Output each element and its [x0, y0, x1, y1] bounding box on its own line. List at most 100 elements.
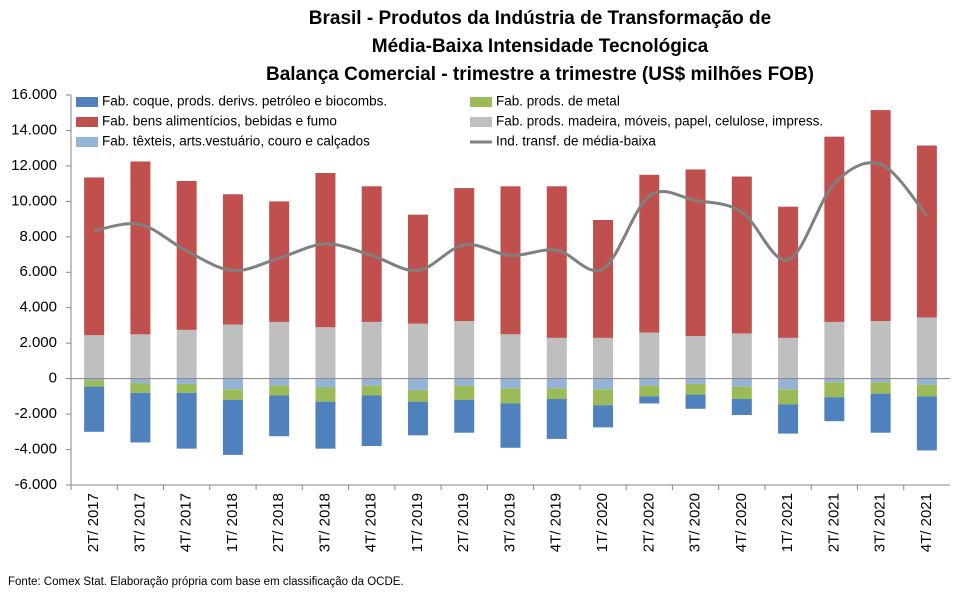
source-note: Fonte: Comex Stat. Elaboração própria co…	[8, 576, 404, 588]
y-tick-label: 14.000	[11, 121, 57, 138]
bar-segment	[176, 180, 197, 330]
legend-swatch	[76, 137, 98, 147]
bar-segment	[916, 145, 937, 318]
x-tick-label: 2T/ 2017	[85, 493, 102, 552]
bar-segment	[361, 385, 382, 396]
y-tick-label: -6.000	[14, 476, 57, 493]
legend-swatch	[470, 117, 492, 127]
bar-segment	[269, 385, 290, 396]
x-tick-label: 1T/ 2019	[409, 493, 426, 552]
bar-segment	[361, 321, 382, 379]
bar-segment	[731, 386, 752, 400]
x-tick-label: 2T/ 2020	[640, 493, 657, 552]
bar-segment	[454, 385, 475, 400]
legend-swatch	[470, 97, 492, 107]
bar-segment	[639, 174, 660, 333]
bar-segment	[130, 392, 151, 443]
bar-segment	[824, 136, 845, 322]
bar-segment	[639, 385, 660, 397]
bar-segment	[870, 110, 891, 322]
y-tick-label: -4.000	[14, 441, 57, 458]
bar-segment	[315, 401, 336, 449]
bar-segment	[593, 337, 614, 379]
bar-segment	[315, 173, 336, 328]
bar-segment	[824, 397, 845, 422]
bar-segment	[130, 161, 151, 335]
y-tick-label: 4.000	[19, 299, 57, 316]
bar-segment	[546, 186, 567, 338]
bar-segment	[824, 321, 845, 379]
bar-segment	[685, 169, 706, 337]
bar-segment	[407, 378, 428, 391]
bar-segment	[222, 399, 243, 455]
bar-segment	[84, 380, 105, 387]
x-tick-label: 1T/ 2021	[779, 493, 796, 552]
x-tick-label: 4T/ 2019	[548, 493, 565, 552]
bar-segment	[500, 388, 521, 404]
bar-segment	[176, 383, 197, 393]
bar-segment	[778, 378, 799, 390]
y-tick-label: 8.000	[19, 228, 57, 245]
bar-segment	[639, 332, 660, 379]
bar-segment	[315, 387, 336, 402]
bar-segment	[870, 382, 891, 394]
x-tick-label: 4T/ 2018	[363, 493, 380, 552]
bar-segment	[731, 399, 752, 415]
x-tick-label: 2T/ 2021	[825, 493, 842, 552]
y-tick-label: 0	[49, 370, 57, 387]
bar-segment	[685, 378, 706, 384]
bar-segment	[546, 399, 567, 439]
bar-segment	[176, 378, 197, 384]
bar-segment	[685, 383, 706, 395]
bar-segment	[870, 393, 891, 433]
bar-segment	[916, 317, 937, 379]
bar-segment	[824, 378, 845, 383]
y-tick-label: 6.000	[19, 263, 57, 280]
x-tick-label: 2T/ 2019	[455, 493, 472, 552]
bar-segment	[361, 378, 382, 386]
legend-swatch	[76, 97, 98, 107]
x-tick-label: 3T/ 2017	[131, 493, 148, 552]
bar-segment	[593, 219, 614, 338]
bar-segment	[176, 329, 197, 379]
bar-segment	[546, 388, 567, 400]
bar-segment	[593, 378, 614, 390]
bar-segment	[731, 176, 752, 334]
line-series	[93, 161, 929, 273]
legend-label: Ind. transf. de média-baixa	[496, 134, 656, 149]
bar-segment	[130, 378, 151, 384]
bar-segment	[731, 333, 752, 379]
x-tick-label: 3T/ 2018	[316, 493, 333, 552]
bar-segment	[269, 201, 290, 322]
bar-segment	[315, 327, 336, 379]
bar-segment	[778, 337, 799, 379]
bar-segment	[315, 378, 336, 388]
bar-segment	[778, 389, 799, 405]
bar-segment	[685, 336, 706, 379]
bar-segment	[500, 403, 521, 448]
x-tick-label: 4T/ 2020	[733, 493, 750, 552]
bar-segment	[130, 334, 151, 379]
bar-segment	[778, 206, 799, 338]
y-tick-label: 12.000	[11, 157, 57, 174]
bar-segment	[685, 394, 706, 409]
x-tick-label: 4T/ 2021	[918, 493, 935, 552]
legend-swatch	[76, 117, 98, 127]
bar-segment	[269, 378, 290, 386]
bar-segment	[824, 382, 845, 398]
bar-segment	[639, 396, 660, 404]
bar-segment	[222, 389, 243, 400]
x-tick-label: 3T/ 2021	[872, 493, 889, 552]
x-tick-label: 3T/ 2019	[501, 493, 518, 552]
x-tick-label: 3T/ 2020	[687, 493, 704, 552]
chart-title: Balança Comercial - trimestre a trimestr…	[266, 64, 814, 85]
chart-title: Média-Baixa Intensidade Tecnológica	[372, 36, 709, 57]
bar-segment	[593, 389, 614, 406]
bar-segment	[639, 378, 660, 386]
bar-segment	[500, 378, 521, 389]
legend-label: Fab. coque, prods. derivs. petróleo e bi…	[102, 94, 387, 109]
bar-segment	[500, 186, 521, 335]
bar-segment	[407, 323, 428, 379]
bar-segment	[84, 386, 105, 432]
